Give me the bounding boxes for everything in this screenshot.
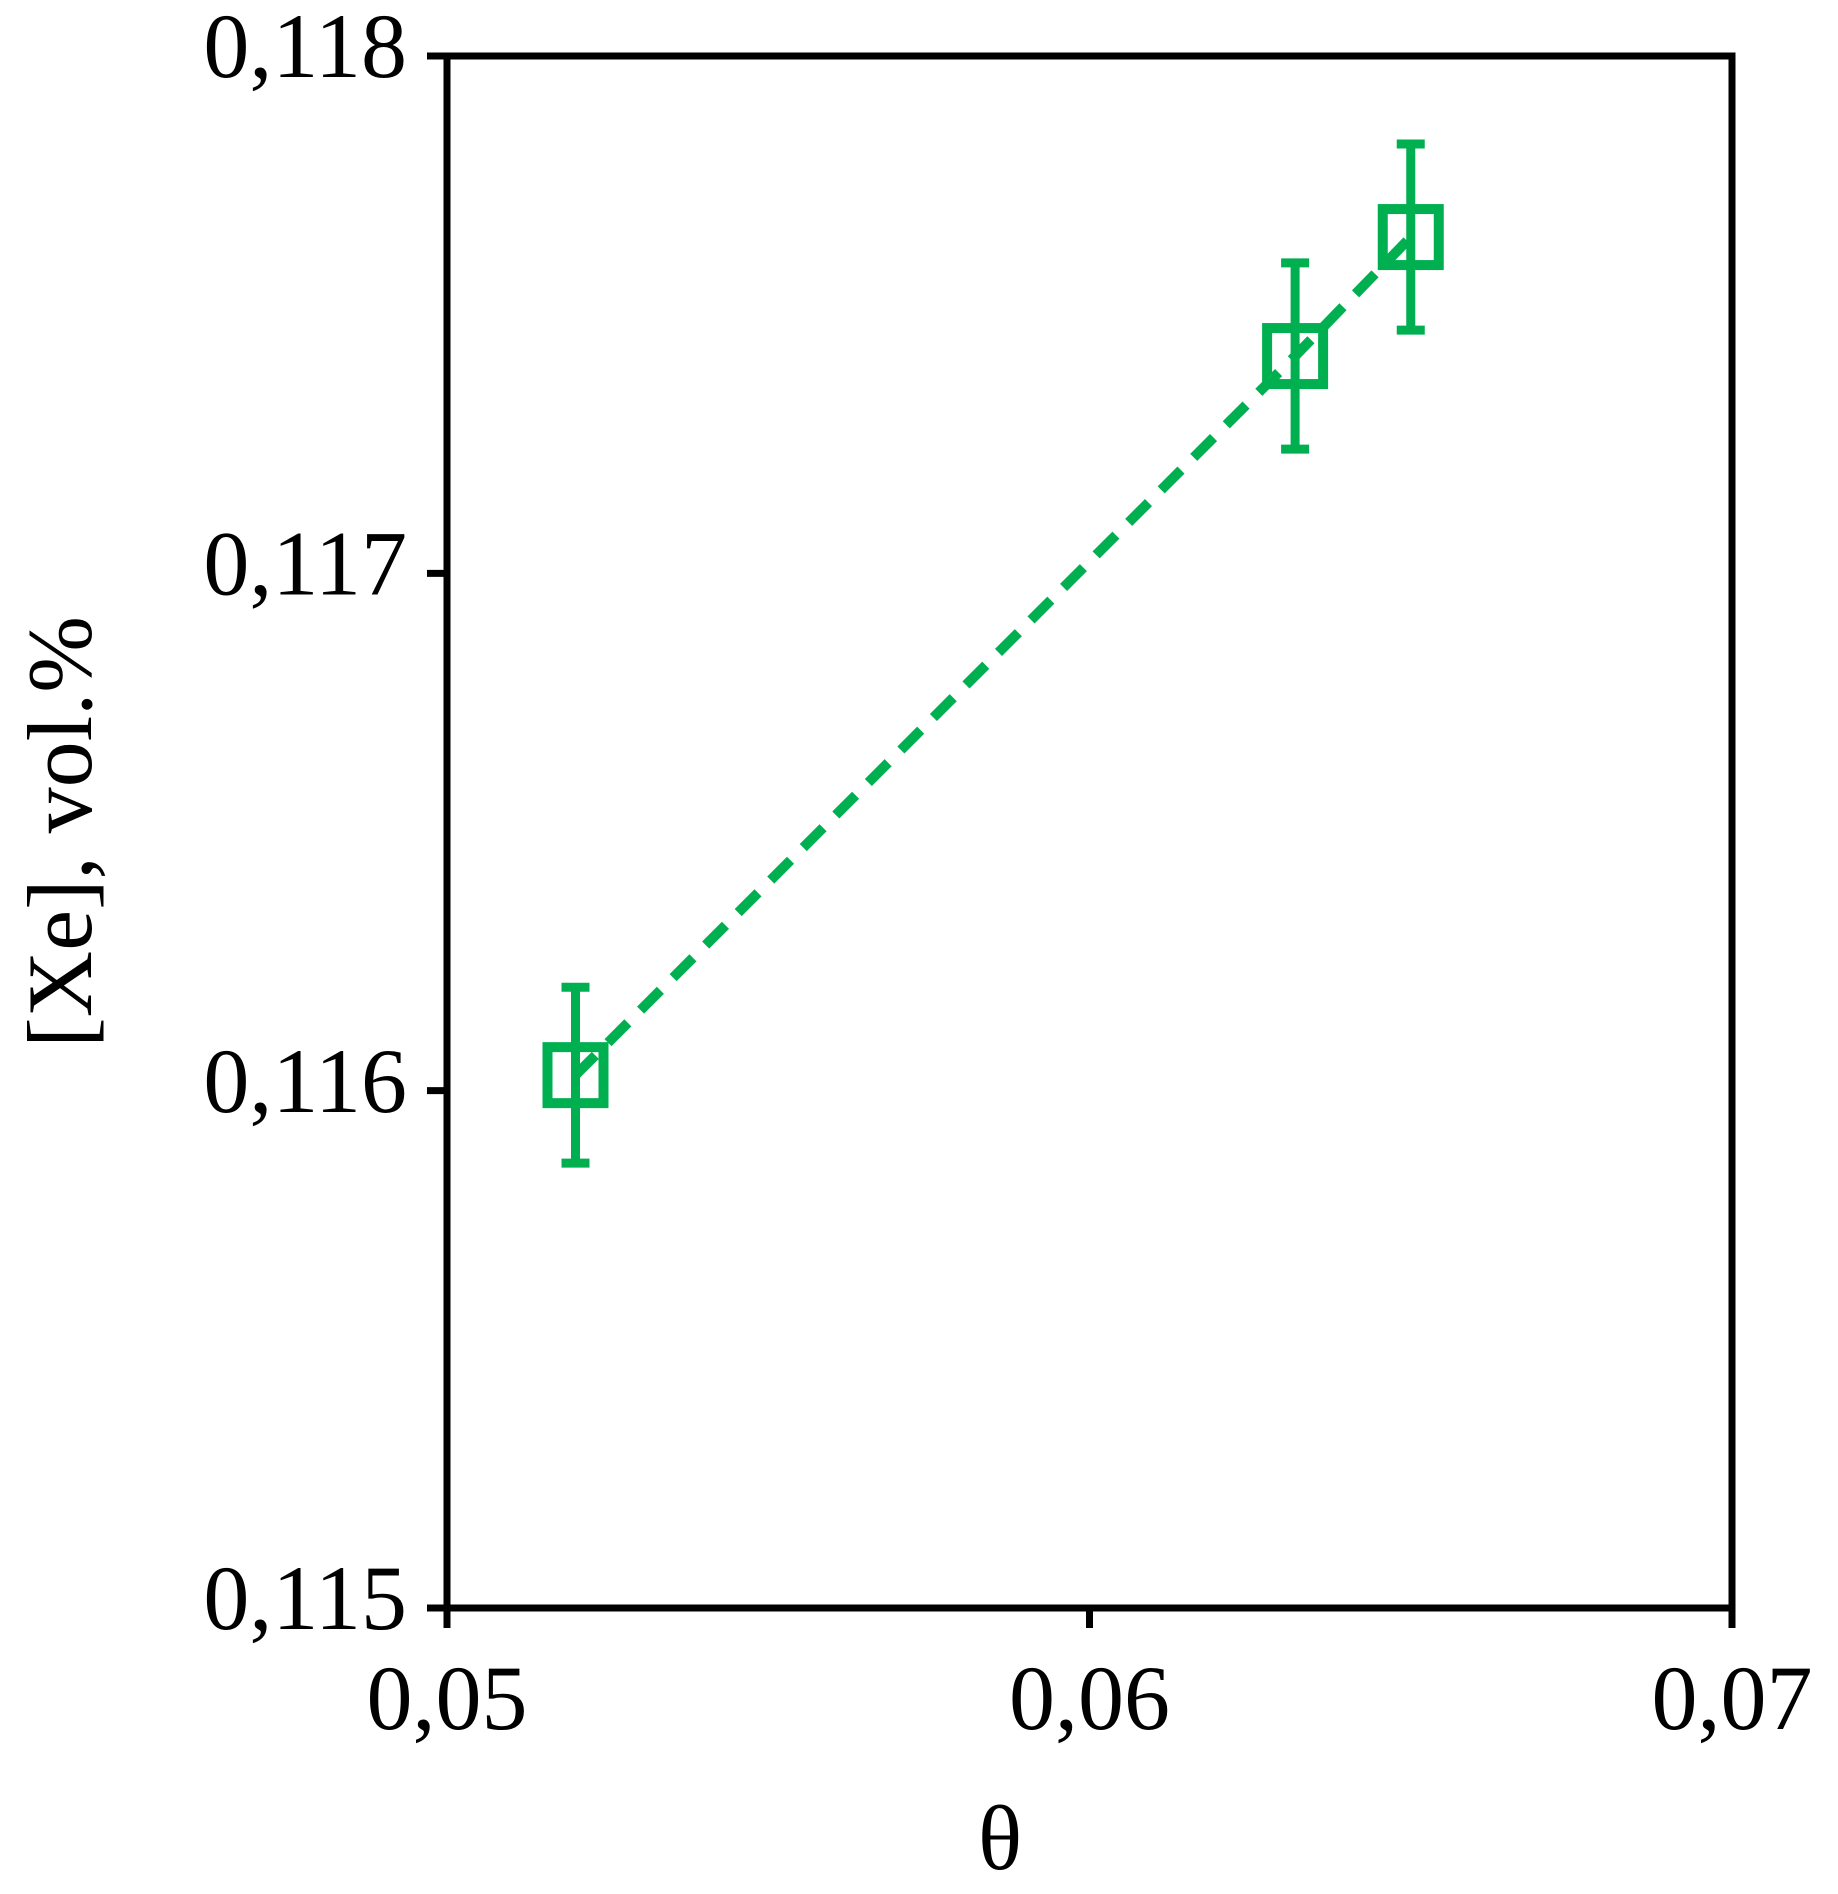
marker xyxy=(542,1042,609,1109)
x-tick-label: 0,07 xyxy=(1652,1647,1813,1749)
plot-frame xyxy=(443,52,1736,1612)
marker xyxy=(1377,204,1444,271)
y-tick-label: 0,115 xyxy=(203,1547,407,1649)
y-tick-label: 0,117 xyxy=(203,512,407,614)
x-tick-label: 0,05 xyxy=(367,1647,528,1749)
x-tick-label: 0,06 xyxy=(1009,1647,1170,1749)
y-axis-label: [Xe], vol.% xyxy=(9,616,111,1048)
y-tick-label: 0,116 xyxy=(203,1030,407,1132)
y-tick-label: 0,118 xyxy=(203,0,407,97)
marker xyxy=(1262,323,1329,390)
x-axis-label: θ xyxy=(978,1787,1022,1889)
error-bar xyxy=(1396,139,1425,335)
trend-line xyxy=(571,233,1415,1079)
error-bar xyxy=(561,982,590,1168)
error-bar xyxy=(1281,258,1310,454)
